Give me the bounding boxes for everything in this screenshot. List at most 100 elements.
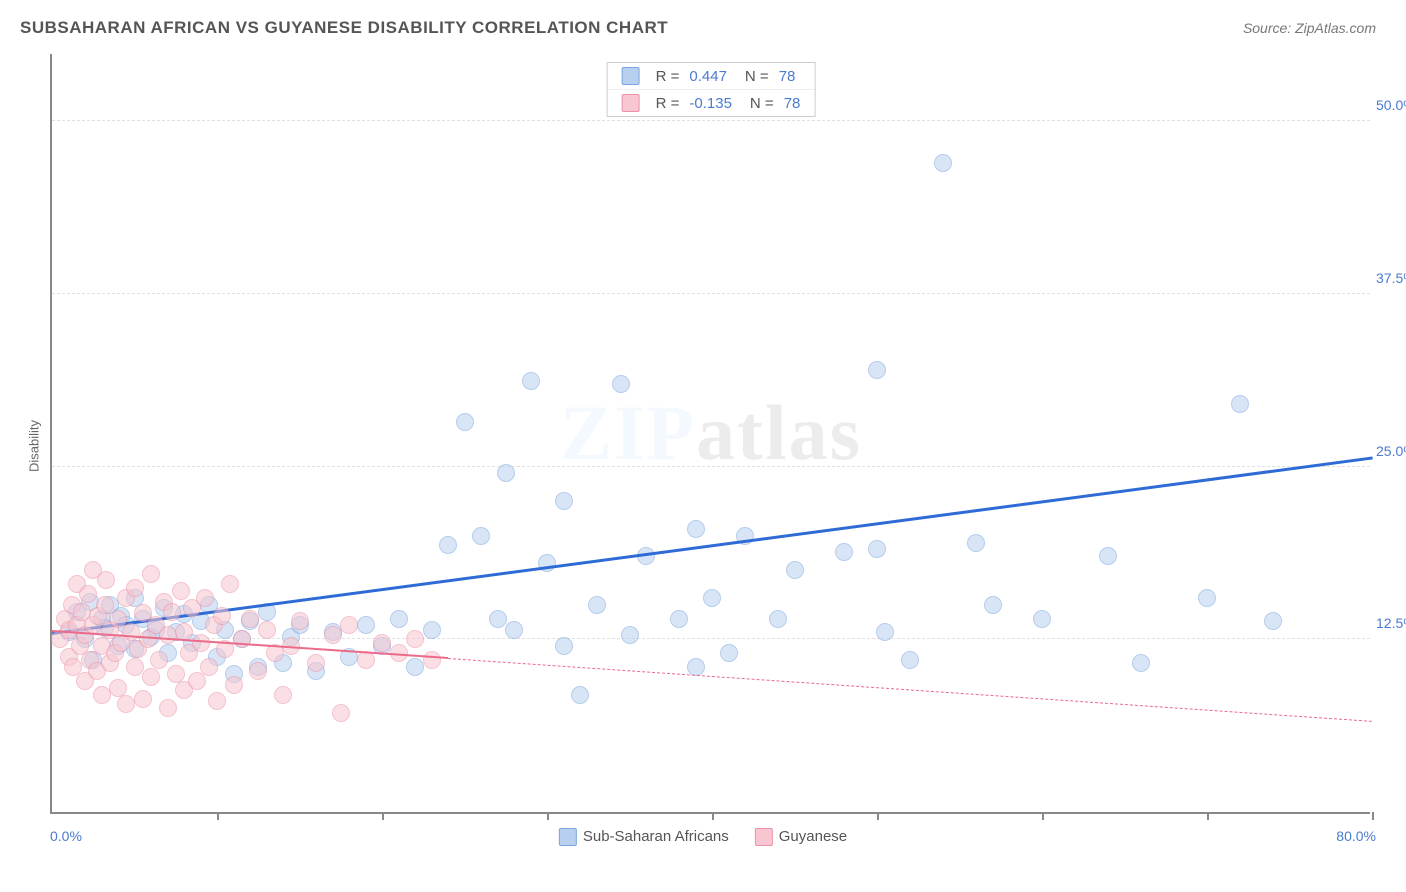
data-point	[221, 575, 239, 593]
legend-item: Sub-Saharan Africans	[559, 828, 729, 846]
gridline	[52, 120, 1370, 121]
data-point	[406, 658, 424, 676]
data-point	[167, 665, 185, 683]
data-point	[406, 630, 424, 648]
data-point	[390, 610, 408, 628]
chart-plot-area: ZIPatlas R =0.447N =78R =-0.135N =78 12.…	[50, 54, 1370, 814]
data-point	[1264, 612, 1282, 630]
data-point	[835, 543, 853, 561]
data-point	[1198, 589, 1216, 607]
legend-stats-row: R =-0.135N =78	[608, 89, 815, 116]
data-point	[79, 585, 97, 603]
data-point	[196, 589, 214, 607]
x-tick	[1372, 812, 1374, 820]
y-tick-label: 50.0%	[1376, 97, 1406, 113]
data-point	[357, 616, 375, 634]
data-point	[274, 686, 292, 704]
data-point	[213, 607, 231, 625]
data-point	[126, 658, 144, 676]
data-point	[612, 375, 630, 393]
data-point	[97, 571, 115, 589]
data-point	[687, 520, 705, 538]
x-axis-min-label: 0.0%	[50, 828, 82, 844]
gridline	[52, 466, 1370, 467]
legend-stats-row: R =0.447N =78	[608, 63, 815, 89]
data-point	[720, 644, 738, 662]
y-tick-label: 25.0%	[1376, 443, 1406, 459]
data-point	[497, 464, 515, 482]
data-point	[134, 690, 152, 708]
data-point	[1132, 654, 1150, 672]
data-point	[340, 616, 358, 634]
data-point	[571, 686, 589, 704]
data-point	[291, 612, 309, 630]
trend-line	[52, 457, 1372, 635]
chart-title: SUBSAHARAN AFRICAN VS GUYANESE DISABILIT…	[20, 18, 668, 38]
data-point	[159, 699, 177, 717]
data-point	[489, 610, 507, 628]
data-point	[868, 361, 886, 379]
data-point	[786, 561, 804, 579]
data-point	[868, 540, 886, 558]
data-point	[93, 686, 111, 704]
data-point	[200, 658, 218, 676]
x-tick	[712, 812, 714, 820]
y-tick-label: 37.5%	[1376, 270, 1406, 286]
data-point	[423, 651, 441, 669]
data-point	[163, 603, 181, 621]
data-point	[117, 695, 135, 713]
data-point	[769, 610, 787, 628]
data-point	[1033, 610, 1051, 628]
watermark: ZIPatlas	[560, 388, 862, 478]
data-point	[324, 626, 342, 644]
data-point	[423, 621, 441, 639]
data-point	[122, 623, 140, 641]
x-axis-max-label: 80.0%	[1336, 828, 1376, 844]
data-point	[332, 704, 350, 722]
data-point	[142, 668, 160, 686]
data-point	[307, 654, 325, 672]
y-axis-label: Disability	[27, 420, 42, 472]
legend-item: Guyanese	[755, 828, 847, 846]
data-point	[192, 634, 210, 652]
data-point	[621, 626, 639, 644]
data-point	[142, 565, 160, 583]
x-tick	[217, 812, 219, 820]
data-point	[258, 621, 276, 639]
x-tick	[1207, 812, 1209, 820]
data-point	[150, 651, 168, 669]
data-point	[109, 679, 127, 697]
data-point	[439, 536, 457, 554]
x-tick	[877, 812, 879, 820]
data-point	[505, 621, 523, 639]
data-point	[225, 676, 243, 694]
data-point	[172, 582, 190, 600]
data-point	[126, 579, 144, 597]
data-point	[687, 658, 705, 676]
data-point	[703, 589, 721, 607]
data-point	[670, 610, 688, 628]
data-point	[876, 623, 894, 641]
data-point	[1099, 547, 1117, 565]
data-point	[555, 492, 573, 510]
y-tick-label: 12.5%	[1376, 615, 1406, 631]
data-point	[1231, 395, 1249, 413]
legend-stats-box: R =0.447N =78R =-0.135N =78	[607, 62, 816, 117]
data-point	[901, 651, 919, 669]
data-point	[522, 372, 540, 390]
data-point	[159, 626, 177, 644]
data-point	[934, 154, 952, 172]
source-attribution: Source: ZipAtlas.com	[1243, 20, 1376, 36]
data-point	[456, 413, 474, 431]
data-point	[472, 527, 490, 545]
data-point	[241, 610, 259, 628]
data-point	[233, 630, 251, 648]
data-point	[249, 662, 267, 680]
legend-bottom: Sub-Saharan Africans Guyanese	[559, 828, 847, 846]
x-tick	[1042, 812, 1044, 820]
data-point	[373, 634, 391, 652]
data-point	[967, 534, 985, 552]
data-point	[208, 692, 226, 710]
x-tick	[382, 812, 384, 820]
data-point	[588, 596, 606, 614]
